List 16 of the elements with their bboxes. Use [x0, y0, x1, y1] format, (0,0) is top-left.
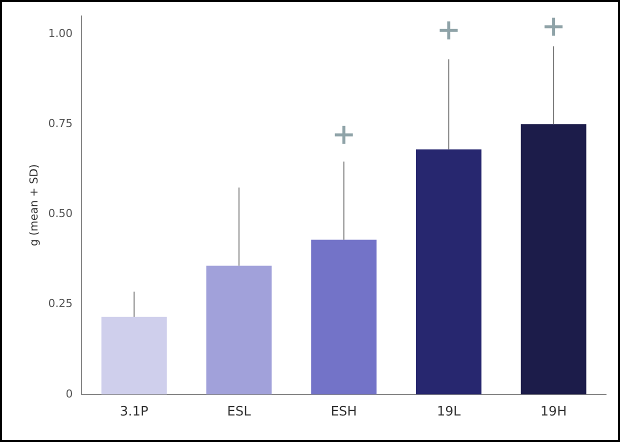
- y-tick-label: 0: [66, 387, 73, 400]
- x-tick-label: 3.1P: [120, 404, 149, 420]
- y-tick-label: 0.25: [48, 297, 73, 310]
- x-tick-label: 19L: [436, 404, 462, 420]
- x-tick-label: ESL: [227, 404, 252, 420]
- x-tick-label: 19H: [540, 404, 567, 420]
- y-tick-label: 1.00: [48, 26, 73, 40]
- x-tick-label: ESH: [330, 404, 357, 420]
- bar: [206, 266, 272, 394]
- bar: [311, 240, 377, 394]
- y-axis-title: g (mean + SD): [27, 164, 40, 246]
- bar: [416, 149, 482, 394]
- bar: [101, 316, 167, 394]
- bar: [520, 124, 586, 394]
- y-tick-label: 0.50: [48, 207, 73, 220]
- y-tick-label: 0.75: [48, 116, 73, 130]
